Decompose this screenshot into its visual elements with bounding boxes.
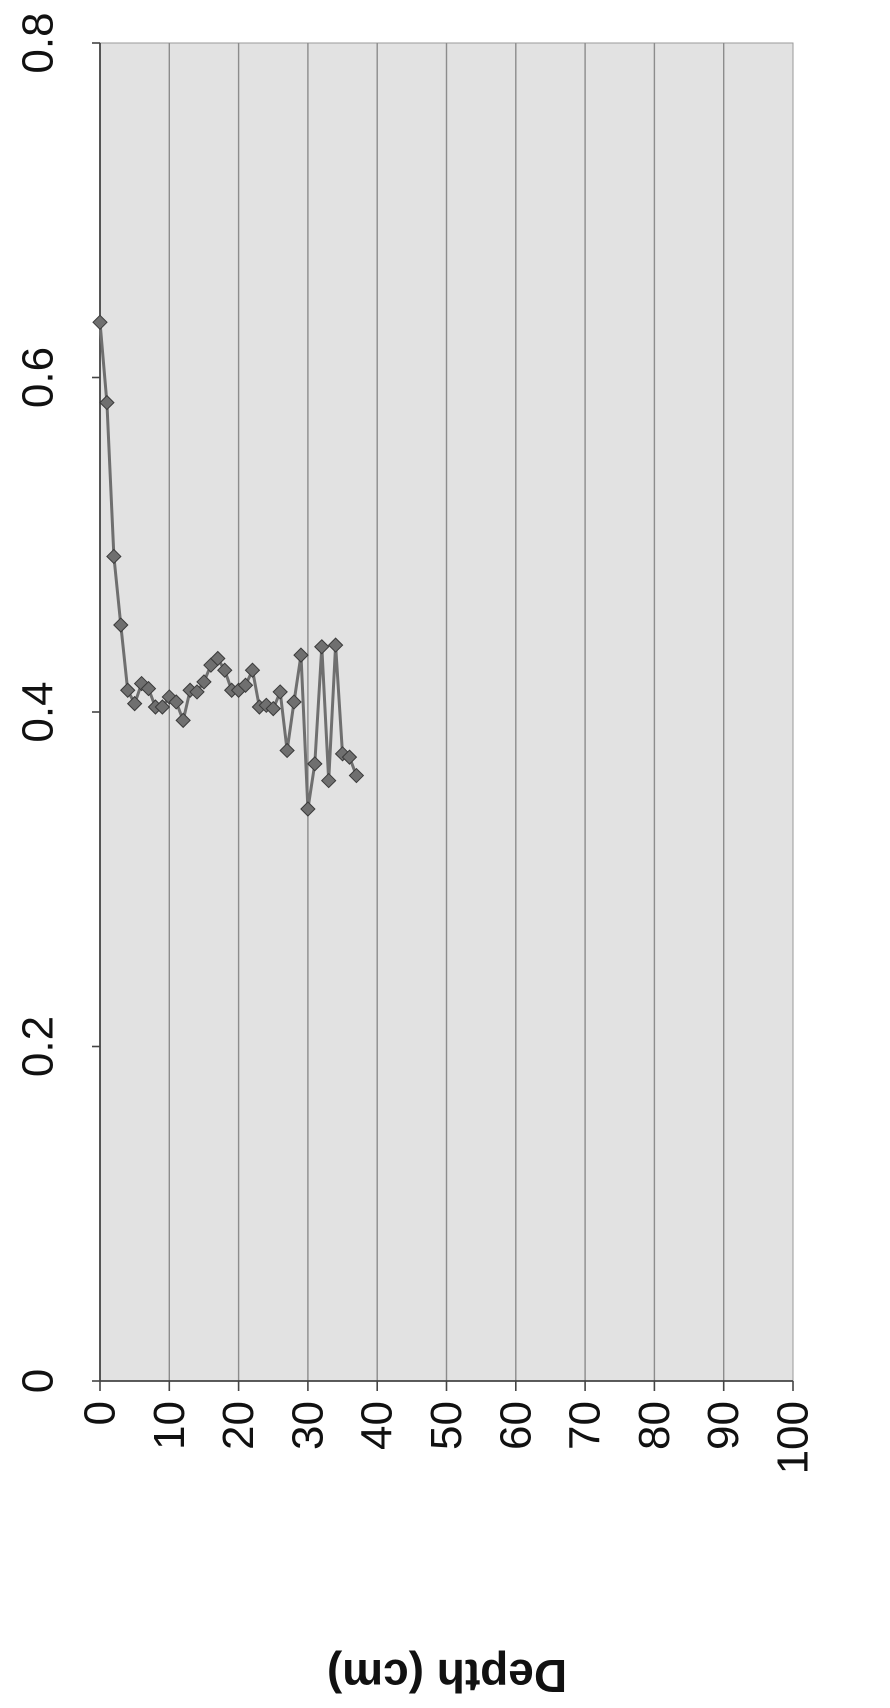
data-point [279, 742, 295, 759]
depth-tick-label: 80 [630, 1401, 679, 1450]
value-tick-label: 0 [14, 1369, 63, 1393]
data-point [320, 772, 337, 789]
depth-tick-label: 20 [214, 1401, 263, 1450]
depth-tick-label: 10 [145, 1401, 194, 1450]
data-point [217, 662, 233, 678]
data-point [244, 662, 261, 678]
data-point [140, 680, 157, 697]
data-point [307, 756, 323, 772]
grid-lines [168, 43, 725, 1381]
data-point [106, 548, 122, 565]
data-point [265, 700, 281, 717]
data-point [341, 749, 358, 765]
depth-tick-label: 50 [422, 1401, 471, 1450]
data-point [286, 694, 302, 710]
series [92, 314, 365, 817]
data-point [272, 684, 288, 700]
depth-tick-label: 60 [491, 1401, 540, 1450]
value-tick-label: 0.4 [14, 681, 63, 742]
depth-tick-label: 30 [283, 1401, 332, 1450]
data-point [237, 677, 254, 693]
depth-tick-label: 100 [769, 1401, 818, 1474]
axes [92, 42, 794, 1391]
data-point [154, 699, 171, 715]
value-tick-label: 0.6 [14, 347, 63, 408]
data-point [189, 684, 205, 700]
value-tick-labels: 0 0.2 0.4 0.6 0.8 [14, 12, 63, 1393]
data-point [175, 712, 191, 729]
data-point [196, 674, 212, 690]
data-point [120, 682, 136, 698]
depth-tick-label: 40 [353, 1401, 402, 1450]
data-point [126, 695, 143, 712]
data-point [300, 801, 316, 817]
data-point [168, 694, 184, 710]
data-point [92, 314, 108, 331]
value-tick-label: 0.2 [14, 1016, 63, 1077]
depth-tick-label: 90 [699, 1401, 748, 1450]
depth-tick-label: 70 [561, 1401, 610, 1450]
data-point [113, 617, 129, 633]
x-axis-title: Depth (cm) [327, 1650, 567, 1702]
data-point [348, 767, 365, 784]
data-point [327, 637, 344, 653]
data-point [99, 394, 115, 411]
depth-tick-labels: 0 10 20 30 40 50 60 70 80 90 100 [76, 1401, 818, 1474]
data-point [314, 639, 330, 655]
data-point [210, 650, 226, 667]
value-tick-label: 0.8 [14, 12, 63, 73]
depth-tick-label: 0 [76, 1401, 125, 1425]
data-point [293, 647, 309, 663]
